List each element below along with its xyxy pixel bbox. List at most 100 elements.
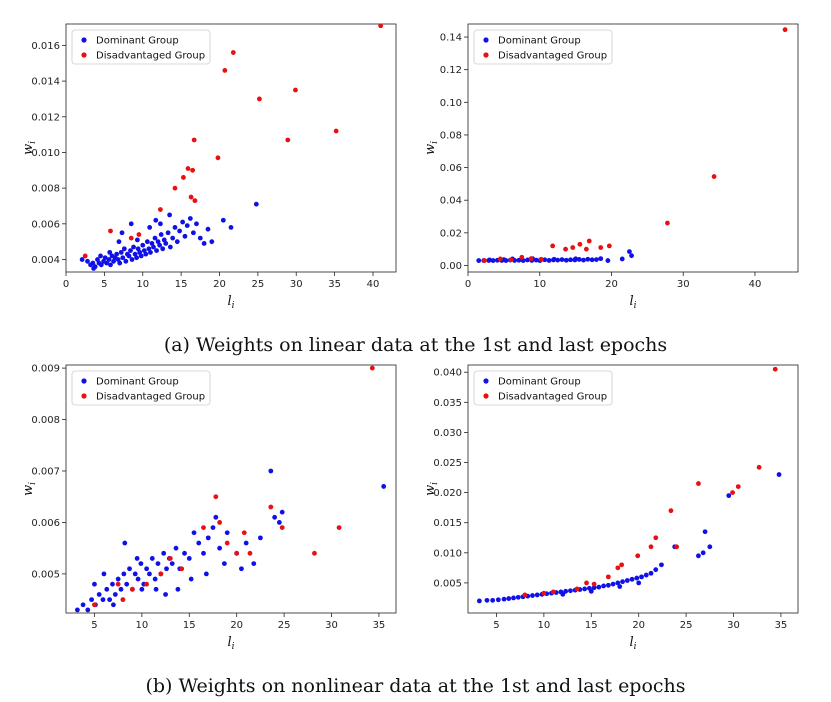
chart-nonlinear-first-epoch: 5 10 15 20 25 30 35 0.005 0.006 0.007 0.008 0.009 li… <box>21 364 397 652</box>
x-tick-label: 10 <box>533 279 546 290</box>
data-point <box>107 249 113 255</box>
y-axis-label: wi <box>423 141 440 155</box>
data-point <box>568 257 573 263</box>
data-point <box>224 540 230 546</box>
data-point <box>152 576 158 582</box>
data-point <box>560 591 566 597</box>
data-point <box>167 244 173 250</box>
data-point <box>601 583 607 589</box>
data-point <box>155 561 161 567</box>
data-point <box>735 484 741 489</box>
data-point <box>98 262 104 268</box>
data-point <box>484 597 490 603</box>
data-point <box>568 588 573 594</box>
data-point <box>138 253 144 259</box>
legend-marker-dominant <box>483 378 489 384</box>
data-point <box>164 566 169 572</box>
data-point <box>167 212 173 218</box>
data-point <box>516 257 522 263</box>
data-point <box>191 530 197 536</box>
legend-label-disadvantaged: Disadvantaged Group <box>498 392 607 403</box>
series-disadvantaged-group <box>482 27 788 263</box>
x-tick-label: 30 <box>290 279 303 290</box>
data-point <box>378 23 384 29</box>
data-point <box>144 239 150 245</box>
data-point <box>203 571 209 577</box>
data-point <box>79 257 85 262</box>
data-point <box>158 232 164 237</box>
data-point <box>333 128 339 134</box>
series-disadvantaged-group <box>82 23 384 259</box>
data-point <box>89 597 95 603</box>
caption-a: (a) Weights on linear data at the 1st an… <box>163 334 668 356</box>
data-point <box>508 257 514 263</box>
legend-marker-disadvantaged <box>81 52 87 58</box>
legend-box <box>71 29 211 65</box>
data-point <box>100 597 106 603</box>
data-point <box>117 260 123 266</box>
x-axis-label: li <box>227 294 234 311</box>
legend-label-dominant: Dominant Group <box>96 377 179 388</box>
legend-label-disadvantaged: Disadvantaged Group <box>498 51 607 62</box>
series-disadvantaged-group <box>522 366 778 598</box>
data-point <box>143 251 149 257</box>
data-point <box>106 257 112 262</box>
data-point <box>188 576 194 582</box>
data-point <box>187 216 193 221</box>
y-tick-label: 0.14 <box>440 33 462 44</box>
data-point <box>711 174 717 179</box>
data-point <box>588 588 594 594</box>
data-point <box>184 223 190 229</box>
y-tick-label: 0.08 <box>440 130 462 141</box>
x-tick-label: 40 <box>367 279 380 290</box>
data-point <box>167 556 173 561</box>
data-point <box>201 525 206 530</box>
data-point <box>279 509 285 515</box>
data-point <box>559 257 565 262</box>
data-point <box>253 201 259 207</box>
data-point <box>123 258 129 264</box>
data-point <box>241 530 247 536</box>
data-point <box>624 578 630 583</box>
data-point <box>157 242 163 248</box>
data-point <box>629 576 635 582</box>
y-axis-label: wi <box>423 482 440 496</box>
data-point <box>605 258 611 263</box>
data-point <box>144 566 150 572</box>
data-point <box>172 185 178 191</box>
data-point <box>528 256 534 262</box>
data-point <box>138 561 144 567</box>
data-point <box>381 484 387 489</box>
data-point <box>506 596 512 601</box>
data-point <box>192 198 198 204</box>
legend-marker-disadvantaged <box>81 393 87 399</box>
data-point <box>576 257 582 262</box>
data-point <box>222 67 228 73</box>
data-point <box>617 584 623 589</box>
data-point <box>175 586 181 592</box>
data-point <box>152 235 158 241</box>
data-point <box>151 244 156 250</box>
y-tick-label: 0.006 <box>31 518 60 529</box>
data-point <box>726 493 732 499</box>
data-point <box>636 580 642 586</box>
x-tick-label: 15 <box>585 620 598 631</box>
data-point <box>120 255 126 261</box>
data-point <box>490 258 496 263</box>
data-point <box>135 576 141 582</box>
data-point <box>541 590 547 596</box>
data-point <box>276 520 282 525</box>
data-point <box>476 258 482 263</box>
data-point <box>534 592 540 598</box>
data-point <box>201 241 207 246</box>
x-tick-label: 20 <box>605 279 618 290</box>
data-point <box>643 572 649 578</box>
data-point <box>158 571 164 577</box>
data-point <box>782 27 788 33</box>
data-point <box>605 574 611 580</box>
data-point <box>115 581 121 587</box>
y-tick-label: 0.00 <box>440 261 462 272</box>
data-point <box>112 592 118 597</box>
data-point <box>169 561 175 567</box>
y-tick-label: 0.02 <box>440 228 462 239</box>
